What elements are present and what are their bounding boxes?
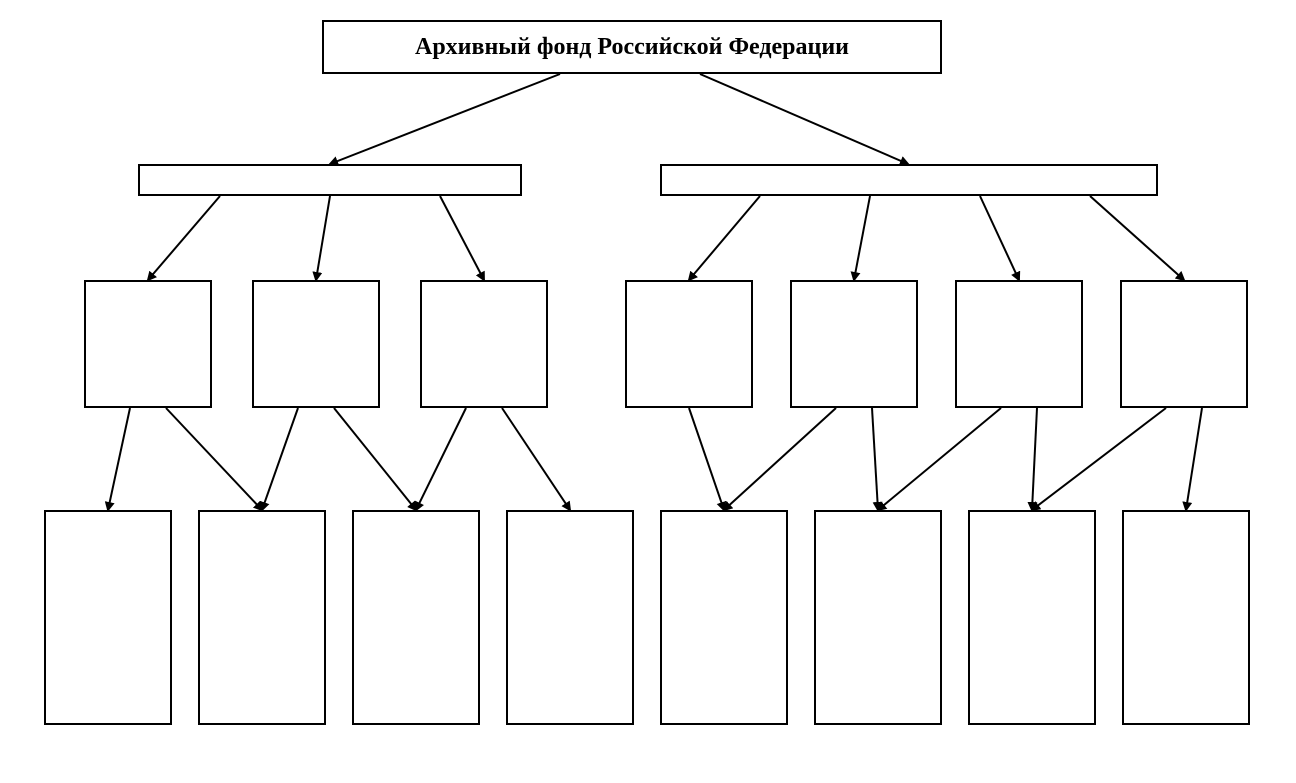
- node-l4_6: [814, 510, 942, 725]
- edge-l3b2-l4_6: [872, 408, 878, 510]
- node-l4_8: [1122, 510, 1250, 725]
- node-l4_3: [352, 510, 480, 725]
- edge-l3a3-l4_3: [416, 408, 466, 510]
- edge-l3a1-l4_2: [166, 408, 262, 510]
- edge-l3b4-l4_8: [1186, 408, 1202, 510]
- edge-l3a2-l4_2: [262, 408, 298, 510]
- node-l3b4: [1120, 280, 1248, 408]
- edge-l3a3-l4_4: [502, 408, 570, 510]
- edge-l3a1-l4_1: [108, 408, 130, 510]
- edge-l3b3-l4_7: [1032, 408, 1037, 510]
- edge-l2a-l3a2: [316, 196, 330, 280]
- edge-l2b-l3b4: [1090, 196, 1184, 280]
- edge-l2b-l3b2: [854, 196, 870, 280]
- node-label-root: Архивный фонд Российской Федерации: [395, 26, 869, 69]
- node-l3b2: [790, 280, 918, 408]
- edge-l3b3-l4_6: [878, 408, 1001, 510]
- node-l3b1: [625, 280, 753, 408]
- node-l4_1: [44, 510, 172, 725]
- node-l4_2: [198, 510, 326, 725]
- edge-root-l2b: [700, 74, 908, 164]
- node-l3a2: [252, 280, 380, 408]
- edge-l2b-l3b3: [980, 196, 1019, 280]
- node-l2b: [660, 164, 1158, 196]
- node-l4_5: [660, 510, 788, 725]
- edge-l2a-l3a1: [148, 196, 220, 280]
- node-l3b3: [955, 280, 1083, 408]
- edge-l3b1-l4_5: [689, 408, 724, 510]
- edge-l3b4-l4_7: [1032, 408, 1166, 510]
- node-l3a3: [420, 280, 548, 408]
- node-root: Архивный фонд Российской Федерации: [322, 20, 942, 74]
- node-l4_7: [968, 510, 1096, 725]
- node-l2a: [138, 164, 522, 196]
- edge-l2a-l3a3: [440, 196, 484, 280]
- edge-l2b-l3b1: [689, 196, 760, 280]
- node-l3a1: [84, 280, 212, 408]
- edge-l3a2-l4_3: [334, 408, 416, 510]
- edge-l3b2-l4_5: [724, 408, 836, 510]
- edge-root-l2a: [330, 74, 560, 164]
- node-l4_4: [506, 510, 634, 725]
